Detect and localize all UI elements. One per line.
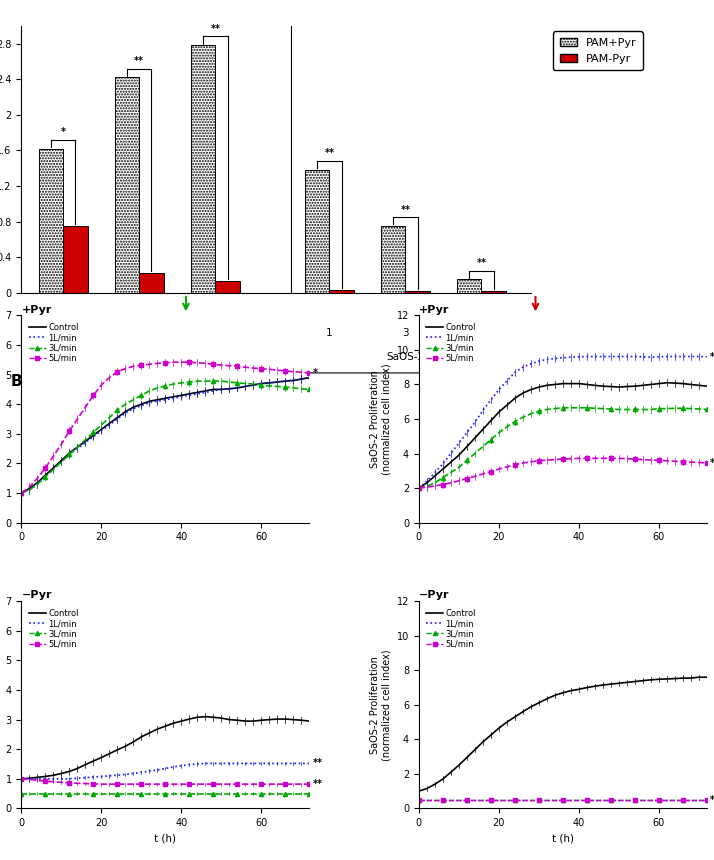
Bar bbox=[64, 226, 88, 292]
Text: 3: 3 bbox=[402, 328, 408, 337]
Text: 3: 3 bbox=[136, 328, 143, 337]
Bar bbox=[406, 291, 430, 292]
Text: Gas Flow (L/min):: Gas Flow (L/min): bbox=[23, 328, 114, 337]
Text: **: ** bbox=[313, 779, 323, 789]
Text: Cell line:: Cell line: bbox=[23, 352, 69, 361]
Legend: PAM+Pyr, PAM-Pyr: PAM+Pyr, PAM-Pyr bbox=[553, 31, 643, 71]
Text: 5: 5 bbox=[478, 328, 485, 337]
Text: hBM-MSCs: hBM-MSCs bbox=[112, 352, 166, 361]
Text: Healthy Cells: Healthy Cells bbox=[140, 322, 232, 335]
Text: B: B bbox=[11, 374, 22, 389]
Legend: Control, 1L/min, 3L/min, 5L/min: Control, 1L/min, 3L/min, 5L/min bbox=[423, 320, 479, 366]
Text: **: ** bbox=[401, 205, 411, 214]
Y-axis label: SaOS-2 Proliferation
(normalized cell index): SaOS-2 Proliferation (normalized cell in… bbox=[370, 649, 391, 760]
Bar bbox=[115, 77, 139, 292]
Bar bbox=[329, 290, 353, 292]
Bar bbox=[381, 226, 406, 292]
Text: 1: 1 bbox=[326, 328, 333, 337]
Text: 5: 5 bbox=[212, 328, 218, 337]
Bar bbox=[481, 291, 506, 292]
Bar bbox=[457, 280, 481, 292]
Text: Cancer Cells: Cancer Cells bbox=[493, 322, 578, 335]
Legend: Control, 1L/min, 3L/min, 5L/min: Control, 1L/min, 3L/min, 5L/min bbox=[423, 605, 479, 652]
Text: **: ** bbox=[710, 458, 714, 468]
Text: **: ** bbox=[710, 795, 714, 805]
Y-axis label: SaOS-2 Proliferation
(normalized cell index): SaOS-2 Proliferation (normalized cell in… bbox=[370, 363, 391, 475]
X-axis label: t (h): t (h) bbox=[154, 833, 176, 844]
Text: SaOS-2: SaOS-2 bbox=[386, 352, 425, 361]
Text: −Pyr: −Pyr bbox=[21, 591, 52, 600]
Bar bbox=[191, 46, 216, 292]
Bar bbox=[39, 149, 64, 292]
Text: **: ** bbox=[211, 24, 221, 34]
Text: **: ** bbox=[324, 149, 334, 158]
Bar bbox=[305, 170, 329, 292]
Text: +Pyr: +Pyr bbox=[21, 304, 52, 315]
Text: +Pyr: +Pyr bbox=[419, 304, 449, 315]
Legend: Control, 1L/min, 3L/min, 5L/min: Control, 1L/min, 3L/min, 5L/min bbox=[26, 320, 82, 366]
Text: −Pyr: −Pyr bbox=[419, 591, 449, 600]
Text: **: ** bbox=[313, 759, 323, 769]
Bar bbox=[139, 273, 164, 292]
Bar bbox=[216, 281, 240, 292]
Text: *: * bbox=[61, 127, 66, 137]
Text: *: * bbox=[313, 368, 318, 378]
Legend: Control, 1L/min, 3L/min, 5L/min: Control, 1L/min, 3L/min, 5L/min bbox=[26, 605, 82, 652]
Text: *: * bbox=[710, 352, 714, 362]
Text: 1: 1 bbox=[60, 328, 66, 337]
Text: **: ** bbox=[476, 258, 486, 268]
Text: **: ** bbox=[134, 56, 144, 66]
X-axis label: t (h): t (h) bbox=[552, 833, 574, 844]
